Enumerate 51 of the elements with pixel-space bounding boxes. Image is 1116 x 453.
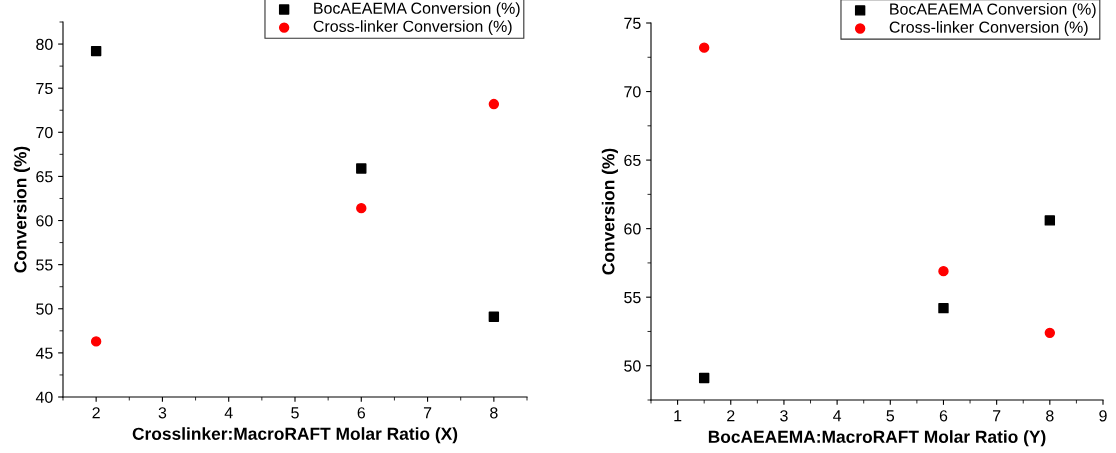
y-tick-label: 80: [36, 38, 53, 50]
y-tick-label: 60: [624, 223, 641, 235]
point: [698, 42, 710, 53]
y-tick-label: 40: [35, 391, 53, 403]
x-tick-label: 5: [291, 407, 299, 419]
point: [1044, 215, 1056, 226]
x-tick-label: 8: [1046, 410, 1054, 422]
y-tick-label: 45: [35, 347, 53, 359]
legend-label: BocAEAEMA Conversion (%): [890, 3, 1096, 18]
x-tick-label: 5: [886, 410, 895, 422]
point: [356, 202, 367, 214]
x-tick-label: 3: [780, 410, 788, 422]
x-tick-label: 9: [1099, 410, 1107, 422]
point: [1044, 327, 1056, 339]
y-tick-label: 65: [624, 154, 641, 167]
x-tick-label: 2: [92, 407, 100, 419]
x-tick-label: 6: [357, 407, 366, 419]
x-tick-label: 7: [993, 410, 1001, 422]
y-tick-label: 75: [624, 17, 641, 29]
y-tick-label: 75: [36, 82, 53, 95]
y-tick-label: 50: [624, 360, 641, 372]
y-tick-label: 55: [36, 259, 53, 271]
y-tick-label: 70: [624, 86, 641, 98]
point: [488, 98, 500, 110]
y-tick-label: 60: [36, 215, 53, 227]
x-tick-label: 6: [939, 410, 948, 422]
y-axis-title: Conversion (%): [13, 146, 30, 273]
point: [698, 372, 710, 384]
legend-label: BocAEAEMA Conversion (%): [314, 2, 520, 18]
x-tick-label: 7: [423, 407, 432, 419]
point: [938, 265, 949, 277]
x-tick-label: 1: [674, 410, 682, 422]
y-tick-label: 55: [624, 291, 641, 304]
y-tick-label: 70: [36, 126, 53, 139]
x-tick-label: 8: [490, 407, 498, 419]
y-tick-label: 50: [36, 303, 53, 315]
point: [90, 45, 102, 57]
legend-label: Cross-linker Conversion (%): [313, 20, 512, 36]
x-tick-label: 3: [158, 407, 167, 419]
y-axis-title: Conversion (%): [601, 148, 618, 275]
x-axis-title: BocAEAEMA:MacroRAFT Molar Ratio (Y): [708, 430, 1046, 447]
x-tick-label: 4: [833, 410, 842, 422]
point: [356, 163, 367, 174]
legend-label: Cross-linker Conversion (%): [889, 21, 1088, 36]
x-axis-title: Crosslinker:MacroRAFT Molar Ratio (X): [132, 427, 458, 444]
point: [488, 311, 500, 322]
point: [938, 302, 949, 314]
x-tick-label: 4: [224, 407, 233, 419]
x-tick-label: 2: [727, 410, 735, 422]
point: [90, 336, 102, 347]
y-tick-label: 65: [36, 171, 53, 183]
